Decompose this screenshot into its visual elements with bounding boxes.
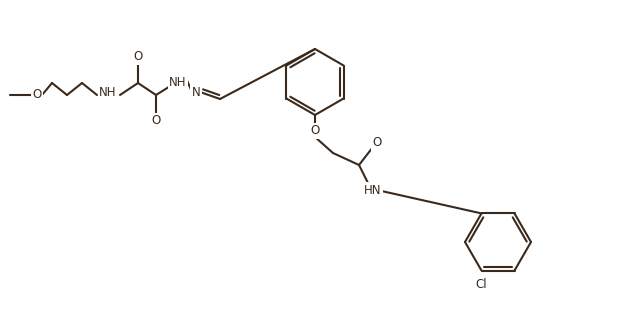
Text: O: O — [151, 114, 161, 127]
Text: O: O — [33, 88, 41, 101]
Text: O: O — [133, 51, 143, 64]
Text: HN: HN — [364, 184, 382, 197]
Text: NH: NH — [170, 76, 187, 88]
Text: O: O — [310, 125, 320, 137]
Text: O: O — [372, 137, 382, 149]
Text: N: N — [192, 86, 200, 99]
Text: Cl: Cl — [475, 278, 487, 291]
Text: NH: NH — [99, 86, 117, 99]
